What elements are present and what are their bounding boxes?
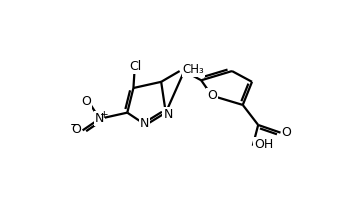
Text: N: N (139, 117, 149, 130)
Text: N: N (95, 112, 104, 125)
Text: Cl: Cl (129, 60, 141, 73)
Text: O: O (82, 95, 91, 108)
Text: O: O (71, 123, 81, 136)
Text: O: O (207, 89, 217, 102)
Text: N: N (163, 108, 173, 121)
Text: OH: OH (254, 138, 274, 151)
Text: CH₃: CH₃ (183, 63, 204, 76)
Text: +: + (100, 110, 109, 120)
Text: O: O (282, 126, 292, 139)
Text: −: − (70, 118, 80, 132)
